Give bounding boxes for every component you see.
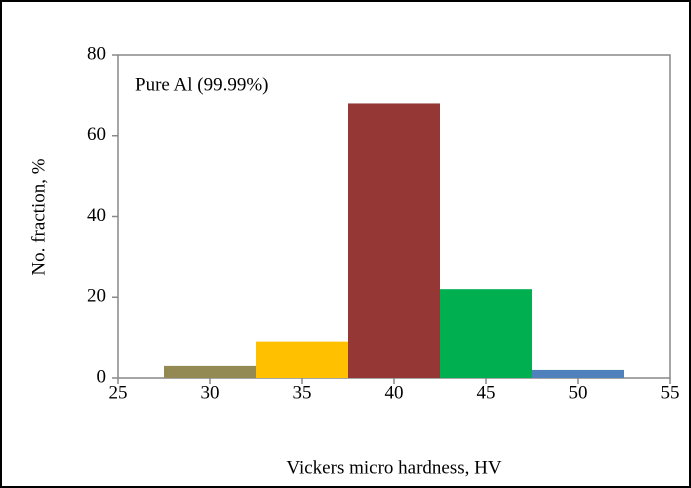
x-tick-label: 50 (569, 382, 588, 403)
y-tick-label: 60 (87, 124, 106, 145)
x-tick-label: 25 (109, 382, 128, 403)
x-tick-label: 45 (477, 382, 496, 403)
y-axis-label: No. fraction, % (28, 158, 49, 275)
y-tick-label: 80 (87, 43, 106, 64)
y-tick-label: 40 (87, 205, 106, 226)
x-tick-label: 40 (385, 382, 404, 403)
x-tick-label: 55 (661, 382, 680, 403)
annotation: Pure Al (99.99%) (135, 74, 269, 95)
bar (532, 369, 624, 378)
bar (256, 341, 348, 378)
bar (440, 289, 532, 378)
y-tick-label: 0 (97, 366, 107, 387)
x-axis-label: Vickers micro hardness, HV (286, 457, 501, 478)
x-tick-label: 35 (293, 382, 312, 403)
x-tick-label: 30 (201, 382, 220, 403)
bar (348, 103, 440, 378)
bar (164, 365, 256, 378)
y-tick-label: 20 (87, 286, 106, 307)
